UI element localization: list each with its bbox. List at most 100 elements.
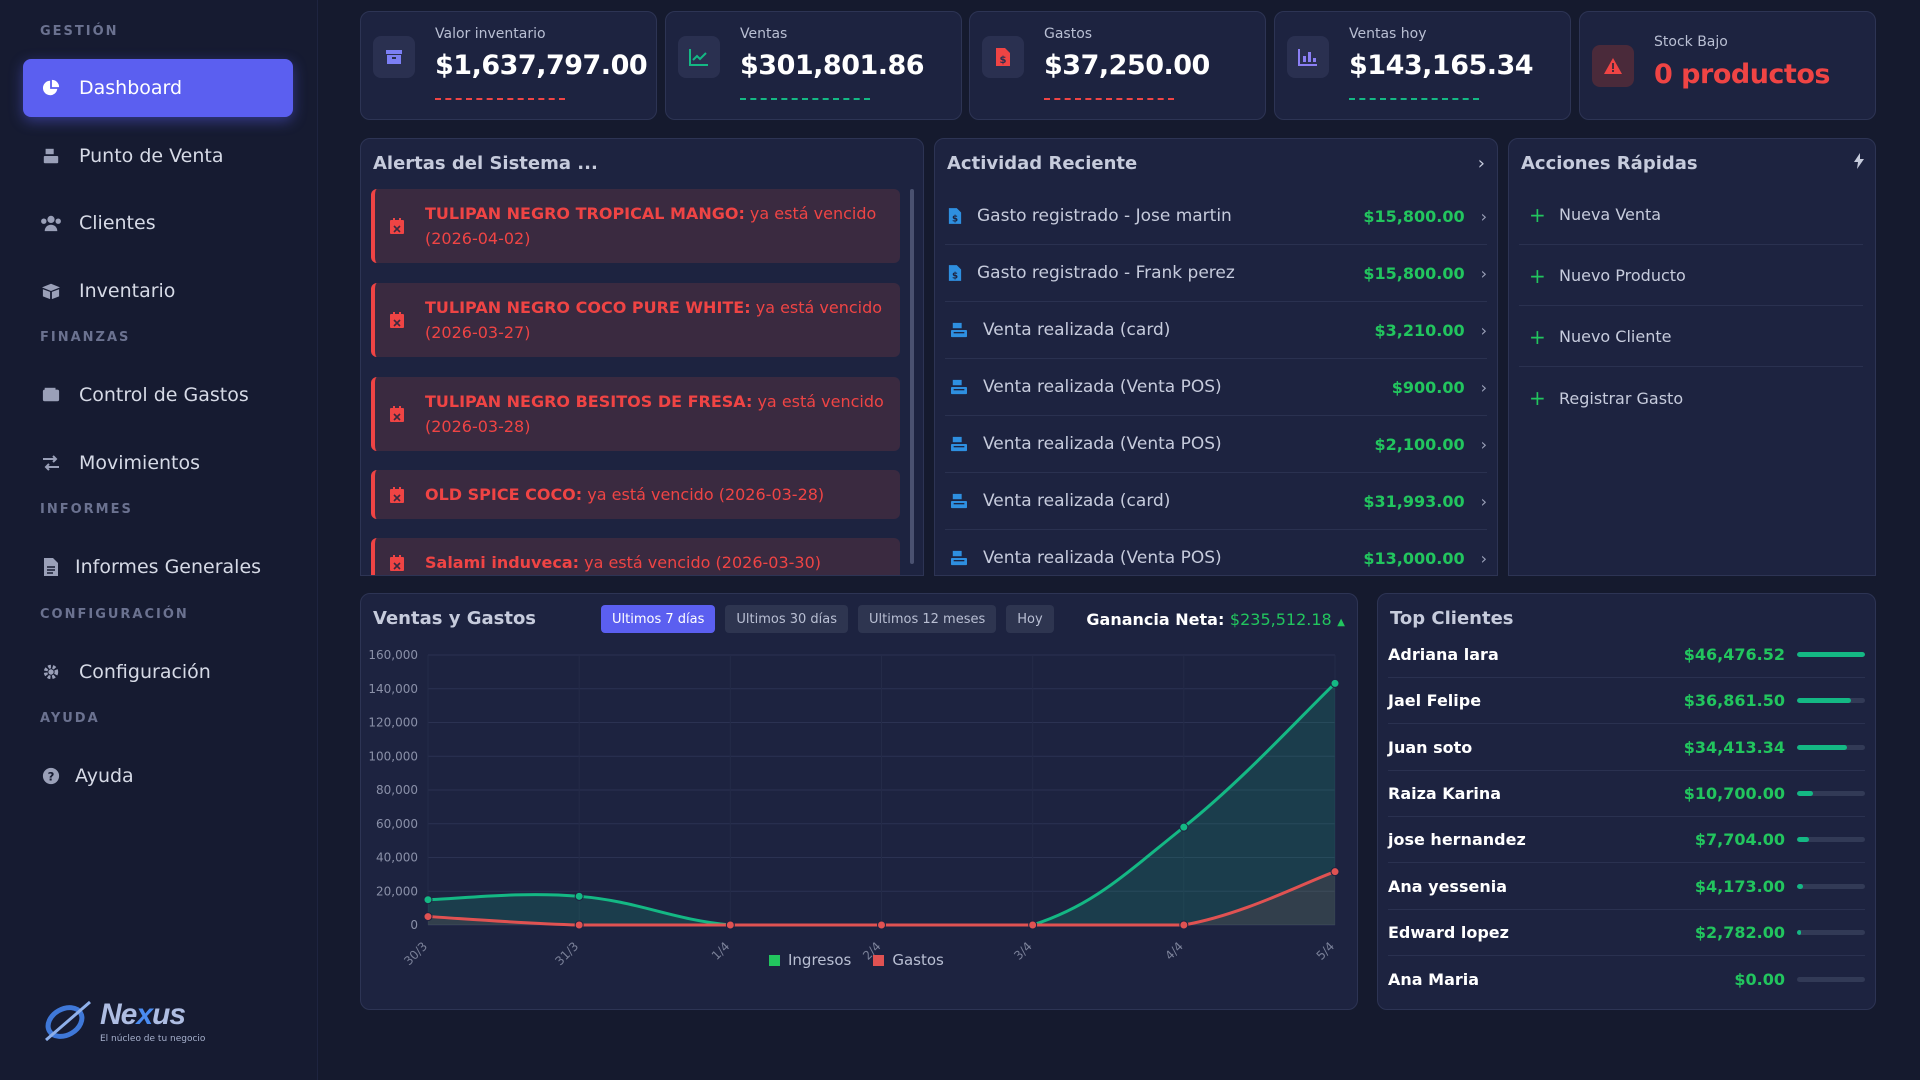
panel-title: Top Clientes	[1390, 608, 1514, 629]
alert-item[interactable]: TULIPAN NEGRO BESITOS DE FRESA: ya está …	[371, 377, 900, 451]
client-name: jose hernandez	[1388, 830, 1526, 850]
invoice-dollar-icon: $	[945, 207, 965, 225]
point-gastos	[1028, 920, 1038, 930]
cash-register-icon	[949, 493, 969, 509]
stat-card-stock-bajo: Stock Bajo 0 productos	[1579, 11, 1876, 120]
legend-gastos[interactable]: Gastos	[873, 951, 944, 969]
point-gastos	[423, 912, 433, 922]
stat-card-valor-inventario: Valor inventario $1,637,797.00	[360, 11, 657, 120]
client-row[interactable]: Ana yessenia $4,173.00	[1388, 864, 1865, 910]
client-value: $4,173.00	[1694, 876, 1785, 896]
y-tick-label: 40,000	[376, 851, 418, 865]
boxes-icon	[39, 279, 63, 303]
cash-register-icon	[39, 144, 63, 168]
client-value: $0.00	[1734, 969, 1785, 989]
activity-label: Venta realizada (Venta POS)	[983, 548, 1222, 568]
sidebar-item-label: Informes Generales	[75, 556, 262, 578]
svg-text:$: $	[952, 271, 958, 281]
chart-pie-icon	[39, 76, 63, 100]
quick-action-registrar-gasto[interactable]: + Registrar Gasto	[1519, 368, 1863, 428]
stat-value: $143,165.34	[1349, 50, 1534, 81]
quick-action-nuevo-producto[interactable]: + Nuevo Producto	[1519, 246, 1863, 306]
chevron-right-icon[interactable]: ›	[1477, 153, 1485, 174]
client-row[interactable]: Edward lopez $2,782.00	[1388, 910, 1865, 956]
client-bar	[1797, 652, 1865, 657]
activity-row[interactable]: Venta realizada (Venta POS) $2,100.00 ›	[945, 416, 1487, 473]
client-row[interactable]: jose hernandez $7,704.00	[1388, 817, 1865, 864]
sidebar-item-movimientos[interactable]: Movimientos	[23, 434, 293, 492]
client-value: $46,476.52	[1683, 645, 1785, 664]
y-tick-label: 60,000	[376, 817, 418, 831]
activity-label: Venta realizada (card)	[983, 320, 1171, 340]
tab-ultimos-12-meses[interactable]: Ultimos 12 meses	[858, 605, 997, 633]
client-value: $36,861.50	[1683, 691, 1785, 711]
chevron-right-icon: ›	[1480, 377, 1487, 397]
alerts-panel: Alertas del Sistema ... TULIPAN NEGRO TR…	[360, 138, 924, 576]
sidebar-item-label: Configuración	[79, 661, 211, 683]
y-tick-label: 20,000	[376, 884, 418, 898]
client-bar	[1797, 883, 1865, 889]
panel-title: Actividad Reciente	[947, 153, 1138, 174]
client-row[interactable]: Juan soto $34,413.34	[1388, 725, 1865, 771]
gear-icon	[39, 660, 63, 684]
sidebar-item-inventario[interactable]: Inventario	[23, 262, 293, 320]
quick-action-nueva-venta[interactable]: + Nueva Venta	[1519, 185, 1863, 245]
sidebar-item-punto-de-venta[interactable]: Punto de Venta	[23, 127, 293, 185]
client-name: Ana Maria	[1388, 969, 1480, 989]
client-row[interactable]: Jael Felipe $36,861.50	[1388, 678, 1865, 725]
area-ingresos	[428, 683, 1335, 925]
quick-action-nuevo-cliente[interactable]: + Nuevo Cliente	[1519, 307, 1863, 367]
activity-amount: $15,800.00	[1363, 206, 1465, 226]
activity-row[interactable]: Venta realizada (card) $3,210.00 ›	[945, 302, 1487, 359]
calendar-x-icon	[390, 312, 404, 328]
section-title-configuracion: CONFIGURACIÓN	[40, 607, 189, 622]
ganancia-value: $235,512.18	[1229, 610, 1332, 629]
point-gastos	[1179, 920, 1189, 930]
activity-amount: $900.00	[1391, 377, 1465, 397]
activity-row[interactable]: $ Gasto registrado - Frank perez $15,800…	[945, 245, 1487, 302]
y-tick-label: 120,000	[368, 716, 418, 730]
alert-item[interactable]: OLD SPICE COCO: ya está vencido (2026-03…	[371, 470, 900, 519]
alerts-scrollbar[interactable]	[910, 189, 914, 564]
sidebar-item-configuracion[interactable]: Configuración	[23, 643, 293, 701]
sidebar-item-ayuda[interactable]: ? Ayuda	[23, 747, 293, 805]
tab-ultimos-30-dias[interactable]: Ultimos 30 días	[725, 605, 849, 633]
sales-chart: 0 20,000 40,000 60,000 80,000 100,000 120,000 1…	[368, 648, 1340, 968]
sidebar-item-clientes[interactable]: Clientes	[23, 194, 293, 252]
client-name: Edward lopez	[1388, 922, 1509, 942]
activity-row[interactable]: $ Gasto registrado - Jose martin $15,800…	[945, 188, 1487, 245]
sidebar-item-informes-generales[interactable]: Informes Generales	[23, 538, 293, 596]
alert-item[interactable]: Salami induveca: ya está vencido (2026-0…	[371, 538, 900, 575]
client-row[interactable]: Raiza Karina $10,700.00	[1388, 771, 1865, 817]
activity-row[interactable]: Venta realizada (Venta POS) $13,000.00 ›	[945, 530, 1487, 575]
stat-value: 0 productos	[1654, 59, 1830, 90]
activity-row[interactable]: Venta realizada (Venta POS) $900.00 ›	[945, 359, 1487, 416]
alert-item[interactable]: TULIPAN NEGRO COCO PURE WHITE: ya está v…	[371, 283, 900, 357]
chevron-right-icon: ›	[1480, 320, 1487, 340]
activity-row[interactable]: Venta realizada (card) $31,993.00 ›	[945, 473, 1487, 530]
point-gastos	[725, 920, 735, 930]
section-title-finanzas: FINANZAS	[40, 330, 131, 345]
sidebar-item-control-de-gastos[interactable]: Control de Gastos	[23, 366, 293, 424]
client-bar	[1797, 976, 1865, 982]
x-tick-label: 3/4	[1011, 939, 1035, 963]
section-title-informes: INFORMES	[40, 502, 133, 517]
activity-label: Venta realizada (Venta POS)	[983, 377, 1222, 397]
trend-up-icon	[678, 36, 720, 78]
logo-tagline: El núcleo de tu negocio	[100, 1034, 206, 1044]
point-ingresos	[1330, 678, 1340, 688]
alert-item[interactable]: TULIPAN NEGRO TROPICAL MANGO: ya está ve…	[371, 189, 900, 263]
client-row[interactable]: Ana Maria $0.00	[1388, 956, 1865, 1002]
client-value: $34,413.34	[1683, 737, 1785, 757]
tab-hoy[interactable]: Hoy	[1006, 605, 1054, 633]
sidebar-item-dashboard[interactable]: Dashboard	[23, 59, 293, 117]
box-icon	[373, 36, 415, 78]
tab-ultimos-7-dias[interactable]: Ultimos 7 días	[601, 605, 716, 633]
section-title-ayuda: AYUDA	[40, 711, 100, 726]
client-row[interactable]: Adriana lara $46,476.52	[1388, 632, 1865, 678]
sidebar-item-label: Clientes	[79, 212, 156, 234]
client-bar-fill	[1797, 883, 1804, 889]
legend-ingresos[interactable]: Ingresos	[769, 951, 851, 969]
client-value: $2,782.00	[1694, 922, 1785, 942]
client-bar-fill	[1797, 790, 1813, 796]
